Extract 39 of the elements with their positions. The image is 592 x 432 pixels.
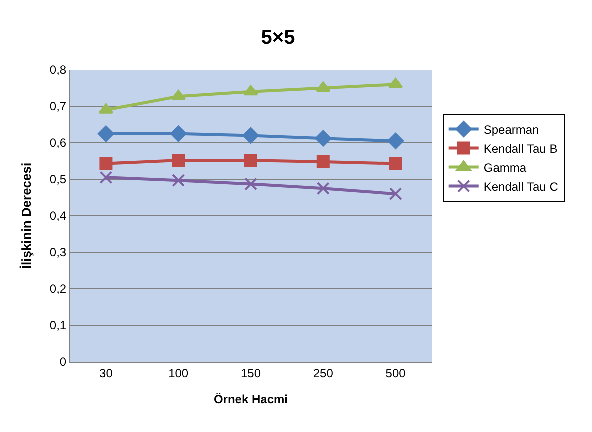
x-tick-label: 500 (386, 366, 406, 380)
point (98, 126, 114, 142)
point (389, 188, 402, 201)
point (100, 171, 113, 184)
y-tick-label: 0,5 (50, 172, 67, 187)
y-axis-title: İlişkinin Derecesi (18, 162, 34, 270)
legend-label: Spearman (484, 122, 540, 137)
y-tick-label: 0,3 (50, 246, 67, 260)
point (172, 154, 186, 168)
y-tick-label: 0,8 (50, 63, 67, 78)
point (100, 157, 113, 170)
point (316, 155, 330, 168)
y-tick-label: 0,6 (50, 136, 67, 150)
point (389, 157, 402, 170)
legend-label: Kendall Tau B (484, 142, 558, 156)
y-tick-label: 0,2 (50, 282, 67, 296)
point (170, 126, 187, 142)
y-tick-label: 0,1 (50, 318, 67, 333)
point (388, 133, 404, 150)
point (315, 130, 332, 147)
chart-title: 5×5 (261, 27, 296, 50)
point (171, 90, 186, 100)
legend-label: Kendall Tau C (484, 180, 559, 194)
x-tick-label: 150 (240, 366, 262, 380)
point (316, 182, 330, 196)
point (172, 174, 186, 188)
point (244, 178, 258, 191)
x-axis-title: Örnek Hacmi (214, 392, 288, 406)
point (244, 85, 258, 96)
point (242, 128, 260, 144)
x-tick-label: 100 (168, 366, 189, 380)
y-tick-label: 0,4 (50, 209, 67, 224)
x-tick-label: 30 (100, 366, 114, 380)
point (316, 82, 331, 92)
y-tick-label: 0,7 (50, 100, 67, 114)
point (244, 154, 258, 168)
legend-label: Gamma (484, 160, 527, 175)
x-tick-label: 250 (313, 366, 334, 380)
y-tick-label: 0 (60, 355, 67, 370)
